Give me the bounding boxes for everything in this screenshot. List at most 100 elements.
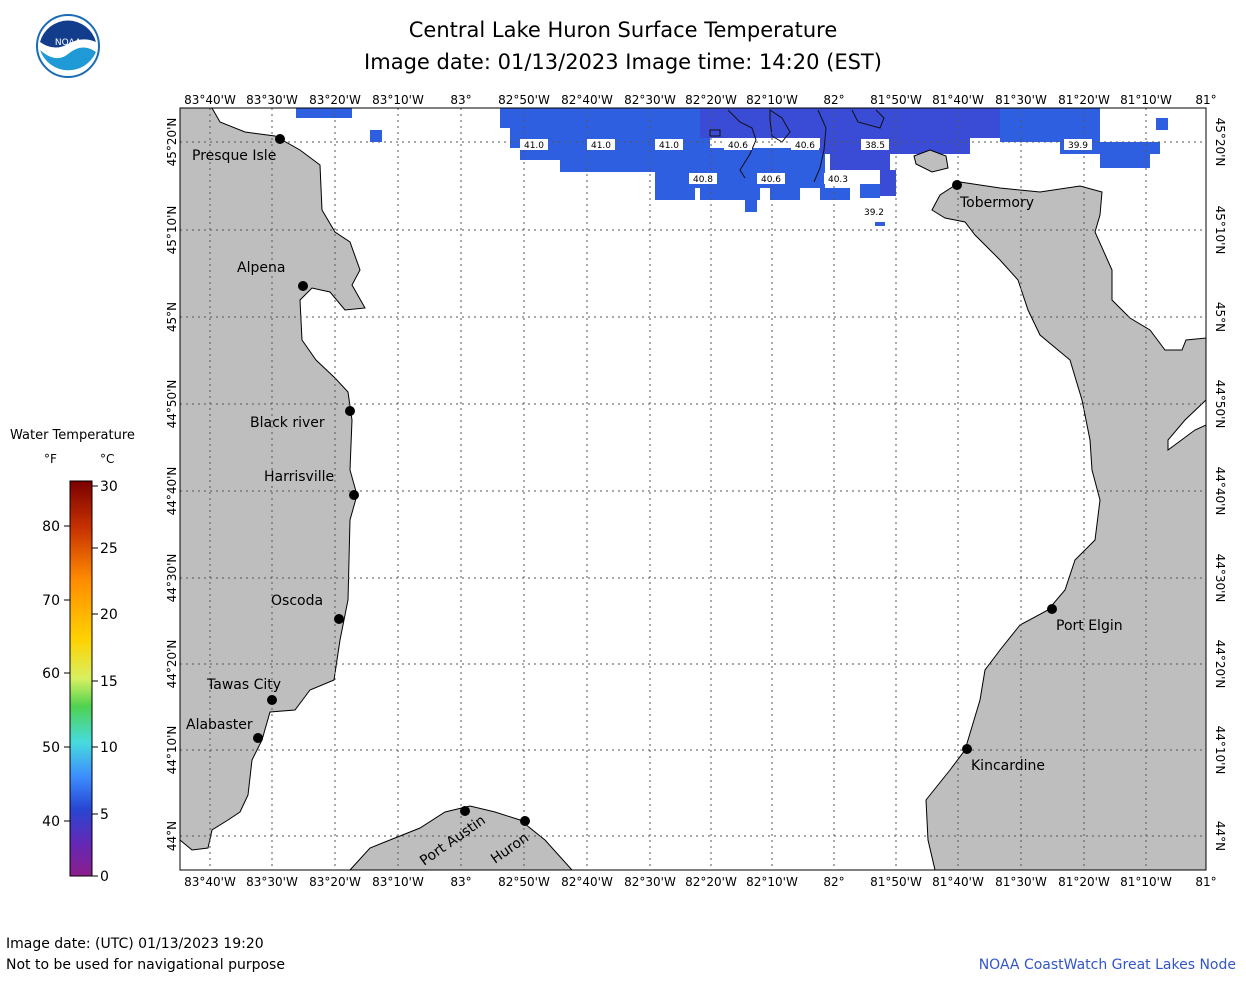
lon-label-top: 82°40'W	[561, 93, 613, 107]
place-label: Oscoda	[271, 593, 323, 609]
lon-label-bottom: 81°10'W	[1120, 875, 1172, 889]
place-marker-icon	[253, 733, 263, 743]
lon-label-top: 83°	[450, 93, 471, 107]
legend-title: Water Temperature	[10, 428, 135, 443]
place-label: Presque Isle	[192, 148, 276, 164]
colder-water-field	[700, 108, 1000, 196]
legend-unit-celsius: °C	[100, 452, 115, 466]
place-marker-icon	[460, 806, 470, 816]
temperature-label: 41.0	[524, 141, 544, 151]
temperature-label-box	[724, 139, 752, 150]
longitude-labels-top: 83°40'W 83°30'W 83°20'W 83°10'W 83° 82°50'W 82…	[184, 93, 1216, 107]
footer-disclaimer: Not to be used for navigational purpose	[6, 957, 285, 973]
lon-label-top: 82°10'W	[746, 93, 798, 107]
place-marker-icon	[952, 180, 962, 190]
place-marker-icon	[298, 281, 308, 291]
legend-c-tick: 0	[100, 869, 109, 885]
legend-f-tick: 60	[42, 666, 60, 682]
lat-label-left: 45°20'N	[165, 118, 179, 167]
temperature-label: 40.6	[761, 175, 781, 185]
lat-label-left: 44°N	[165, 821, 179, 851]
lon-label-top: 81°10'W	[1120, 93, 1172, 107]
lat-label-left: 45°N	[165, 302, 179, 332]
lon-label-bottom: 82°	[823, 875, 844, 889]
legend-c-tick: 30	[100, 479, 118, 495]
legend-c-tick: 15	[100, 674, 118, 690]
latitude-labels-left: 45°20'N 45°10'N 45°N 44°50'N 44°40'N 44°30'N 4…	[165, 118, 179, 852]
temperature-label: 40.8	[693, 175, 713, 185]
place-label: Alabaster	[186, 717, 253, 733]
place-label: Port Elgin	[1056, 618, 1123, 634]
lat-label-right: 45°N	[1213, 302, 1227, 332]
footer-utc-date: Image date: (UTC) 01/13/2023 19:20	[6, 936, 264, 952]
lon-label-bottom: 81°50'W	[870, 875, 922, 889]
lat-label-right: 44°N	[1213, 821, 1227, 851]
lat-label-right: 44°20'N	[1213, 640, 1227, 689]
legend-f-tick: 70	[42, 593, 60, 609]
lon-label-bottom: 81°40'W	[932, 875, 984, 889]
lon-label-top: 82°30'W	[624, 93, 676, 107]
lat-label-right: 45°10'N	[1213, 206, 1227, 255]
place-label: Tawas City	[206, 677, 281, 693]
lon-label-bottom: 82°40'W	[561, 875, 613, 889]
lon-label-bottom: 81°20'W	[1058, 875, 1110, 889]
longitude-labels-bottom: 83°40'W 83°30'W 83°20'W 83°10'W 83° 82°50'W 82…	[184, 875, 1216, 889]
legend-f-tick: 50	[42, 740, 60, 756]
island-land	[913, 149, 949, 173]
lon-label-top: 83°40'W	[184, 93, 236, 107]
graticule	[180, 108, 1206, 870]
lon-label-top: 81°	[1195, 93, 1216, 107]
lon-label-bottom: 82°20'W	[685, 875, 737, 889]
temperature-label: 39.2	[864, 208, 884, 218]
lon-label-bottom: 81°30'W	[995, 875, 1047, 889]
lat-label-left: 44°10'N	[165, 726, 179, 775]
legend-celsius-ticks: 30 25 20 15 10 5 0	[92, 479, 118, 885]
lon-label-bottom: 83°30'W	[246, 875, 298, 889]
temperature-label-box	[689, 173, 717, 184]
legend-f-tick: 40	[42, 814, 60, 830]
lat-label-right: 45°20'N	[1213, 118, 1227, 167]
lat-label-left: 45°10'N	[165, 206, 179, 255]
temperature-label: 40.6	[795, 141, 815, 151]
legend-c-tick: 25	[100, 541, 118, 557]
place-marker-icon	[275, 134, 285, 144]
place-label: Kincardine	[971, 758, 1045, 774]
lon-label-top: 81°30'W	[995, 93, 1047, 107]
water-temperature-field	[296, 108, 1168, 226]
legend-c-tick: 10	[100, 740, 118, 756]
lon-label-bottom: 82°30'W	[624, 875, 676, 889]
lon-label-bottom: 82°50'W	[498, 875, 550, 889]
temperature-label: 38.5	[865, 141, 885, 151]
temperature-label: 40.6	[728, 141, 748, 151]
lat-label-left: 44°30'N	[165, 554, 179, 603]
lat-label-left: 44°40'N	[165, 467, 179, 516]
temperature-label-box	[587, 139, 615, 150]
temperature-label-box	[655, 139, 683, 150]
lon-label-top: 83°20'W	[309, 93, 361, 107]
latitude-labels-right: 45°20'N 45°10'N 45°N 44°50'N 44°40'N 44°30'N 4…	[1213, 118, 1227, 852]
lat-label-right: 44°50'N	[1213, 380, 1227, 429]
temperature-label-box	[520, 139, 548, 150]
legend-c-tick: 5	[100, 807, 109, 823]
map-frame	[179, 107, 1207, 871]
thumb-land	[348, 805, 574, 871]
legend-unit-fahrenheit: °F	[44, 452, 57, 466]
temperature-label: 41.0	[659, 141, 679, 151]
lon-label-top: 82°20'W	[685, 93, 737, 107]
lon-label-bottom: 81°	[1195, 875, 1216, 889]
lon-label-top: 81°50'W	[870, 93, 922, 107]
lat-label-right: 44°30'N	[1213, 554, 1227, 603]
legend-f-tick: 80	[42, 519, 60, 535]
map-title: Central Lake Huron Surface Temperature	[408, 18, 838, 42]
place-marker-icon	[345, 406, 355, 416]
lon-label-top: 83°30'W	[246, 93, 298, 107]
temperature-label: 41.0	[591, 141, 611, 151]
place-marker-icon	[520, 816, 530, 826]
footer-credit: NOAA CoastWatch Great Lakes Node	[978, 957, 1236, 973]
lon-label-bottom: 83°20'W	[309, 875, 361, 889]
temperature-label-box	[791, 139, 819, 150]
place-label: Tobermory	[959, 195, 1034, 211]
temperature-label: 40.3	[828, 175, 848, 185]
logo-text: NOAA	[55, 38, 82, 48]
place-label: Harrisville	[264, 469, 334, 485]
